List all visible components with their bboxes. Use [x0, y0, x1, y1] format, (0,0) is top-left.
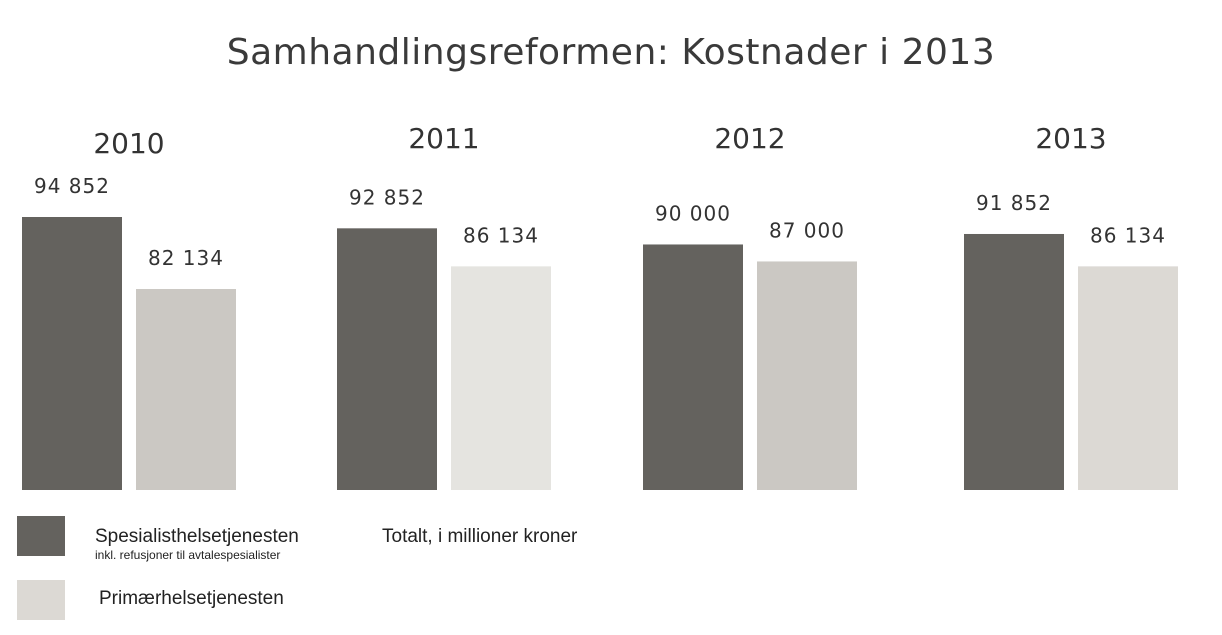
legend-swatch-specialist [17, 516, 65, 556]
data-label-primary-2013: 86 134 [1090, 223, 1166, 247]
category-label-2010: 2010 [93, 127, 164, 160]
category-label-2013: 2013 [1035, 122, 1106, 155]
data-label-primary-2010: 82 134 [148, 246, 224, 270]
chart-title: Samhandlingsreformen: Kostnader i 2013 [226, 32, 996, 73]
bar-specialist-2011 [337, 228, 437, 490]
bar-primary-2012 [757, 261, 857, 490]
category-label-2012: 2012 [714, 122, 785, 155]
bar-primary-2010 [136, 289, 236, 490]
bar-primary-2013 [1078, 266, 1178, 490]
data-label-primary-2011: 86 134 [463, 223, 539, 247]
legend-label-specialist: Spesialisthelsetjenesten [95, 526, 299, 547]
data-label-specialist-2012: 90 000 [655, 201, 731, 225]
bar-specialist-2013 [964, 233, 1064, 490]
data-label-primary-2012: 87 000 [769, 218, 845, 242]
bar-specialist-2012 [643, 244, 743, 490]
data-label-specialist-2013: 91 852 [976, 191, 1052, 215]
bar-specialist-2010 [22, 217, 122, 490]
data-label-specialist-2011: 92 852 [349, 185, 425, 209]
legend-swatch-primary [17, 580, 65, 620]
legend-sublabel-specialist: inkl. refusjoner til avtalespesialister [95, 548, 281, 562]
category-label-2011: 2011 [408, 122, 479, 155]
data-label-specialist-2010: 94 852 [34, 174, 110, 198]
unit-note: Totalt, i millioner kroner [382, 526, 578, 547]
legend-label-primary: Primærhelsetjenesten [99, 588, 284, 609]
bar-primary-2011 [451, 266, 551, 490]
